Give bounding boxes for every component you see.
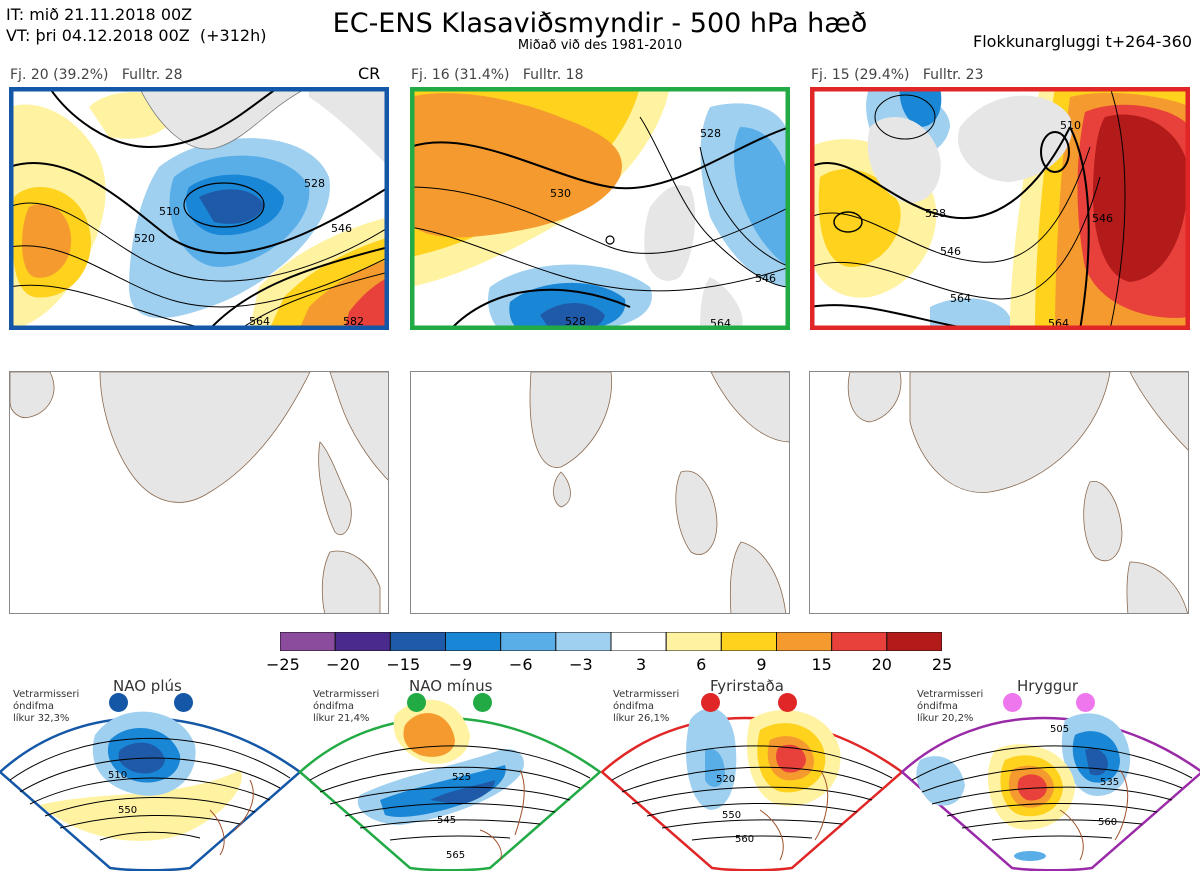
cluster-3-contour-label: 564 xyxy=(950,292,971,305)
regime-1-dot-left xyxy=(109,693,128,712)
colorbar-swatch xyxy=(665,631,722,652)
colorbar-swatch xyxy=(720,631,777,652)
regime-blocking-contour: 550 xyxy=(722,810,741,821)
cluster-2-label: Fj. 16 (31.4%) Fulltr. 18 xyxy=(411,67,584,83)
regime-nao-plus-contour: 550 xyxy=(118,805,137,816)
cluster-3-count: Fj. 15 (29.4%) xyxy=(811,67,910,83)
colorbar-swatch xyxy=(445,631,502,652)
cluster-2-member: Fulltr. 18 xyxy=(522,67,584,83)
colorbar-tick-label: 20 xyxy=(871,655,892,674)
cluster-3-contour-label: 546 xyxy=(940,245,961,258)
regime-nao-minus-contour: 525 xyxy=(452,772,471,783)
cluster-2-contour-label: 546 xyxy=(755,272,776,285)
regime-blocking-contour: 520 xyxy=(716,774,735,785)
colorbar-tick-label: 9 xyxy=(756,655,767,674)
cluster-2-count: Fj. 16 (31.4%) xyxy=(411,67,510,83)
cluster-1-member: Fulltr. 28 xyxy=(121,67,183,83)
regime-nao-minus: 525 545 565 xyxy=(298,699,603,872)
valid-time: VT: þri 04.12.2018 00Z (+312h) xyxy=(6,26,267,45)
cluster-2-contour-label: 528 xyxy=(565,315,586,328)
empty-map-1 xyxy=(9,371,389,614)
empty-map-3 xyxy=(809,371,1189,614)
regime-2-title: NAO mínus xyxy=(409,677,493,695)
cluster-1-count: Fj. 20 (39.2%) xyxy=(10,67,109,83)
regime-3-title: Fyrirstaða xyxy=(710,677,784,695)
cluster-1-contour-label: 582 xyxy=(343,315,364,328)
regime-nao-plus-contour: 510 xyxy=(108,770,127,781)
regime-4-dot-right xyxy=(1076,693,1095,712)
colorbar-tick-label: 6 xyxy=(696,655,707,674)
regime-1-dot-right xyxy=(174,693,193,712)
init-time: IT: mið 21.11.2018 00Z xyxy=(6,5,193,24)
page-subtitle: Miðað við des 1981-2010 xyxy=(517,38,683,53)
regime-1-note: Vetrarmisseri óndifma líkur 32,3% xyxy=(13,689,80,724)
colorbar-swatch xyxy=(610,631,667,652)
colorbar-tick-label: 25 xyxy=(931,655,953,674)
header-times: IT: mið 21.11.2018 00Z VT: þri 04.12.201… xyxy=(6,4,266,46)
colorbar-swatch xyxy=(389,631,446,652)
cluster-1-frame xyxy=(9,87,389,330)
colorbar-swatch xyxy=(334,631,391,652)
regime-blocking-contour: 560 xyxy=(735,834,754,845)
page-title: EC-ENS Klasaviðsmyndir - 500 hPa hæð xyxy=(332,8,868,39)
cluster-3-map: 510 528 546 564 564 546 xyxy=(810,87,1190,330)
colorbar-swatch xyxy=(555,631,612,652)
regime-2-dot-right xyxy=(473,693,492,712)
cluster-2-contour-label: 530 xyxy=(550,187,571,200)
regime-1-title: NAO plús xyxy=(113,677,182,695)
regime-nao-plus: 510 550 xyxy=(0,711,303,872)
cluster-3-contour-label: 510 xyxy=(1060,119,1081,132)
regime-2-dot-left xyxy=(407,693,426,712)
cluster-1-contour-label: 520 xyxy=(134,232,155,245)
cluster-1-tag: CR xyxy=(358,64,381,83)
cluster-2-frame xyxy=(410,87,790,330)
cluster-1-label: Fj. 20 (39.2%) Fulltr. 28 xyxy=(10,67,183,83)
regime-nao-minus-contour: 545 xyxy=(437,815,456,826)
cluster-3-frame xyxy=(810,87,1190,330)
colorbar-tick-label: −3 xyxy=(569,655,593,674)
regime-ridge-contour: 535 xyxy=(1100,777,1119,788)
cluster-1-contour-label: 564 xyxy=(249,315,270,328)
colorbar-tick-label: −25 xyxy=(266,655,300,674)
empty-map-2 xyxy=(410,371,790,614)
cluster-2-map: 528 530 528 546 564 xyxy=(410,87,790,330)
regime-nao-minus-contour: 565 xyxy=(446,850,465,861)
regime-blocking: 520 550 560 xyxy=(600,708,905,872)
colorbar-tick-label: 15 xyxy=(811,655,832,674)
regime-3-note: Vetrarmisseri óndifma líkur 26,1% xyxy=(613,689,680,724)
colorbar-tick-label: −6 xyxy=(508,655,533,674)
cluster-1-contour-label: 510 xyxy=(159,205,180,218)
colorbar-swatch xyxy=(279,631,336,652)
cluster-3-contour-label: 528 xyxy=(925,207,946,220)
regimes: 510 550 525 545 565 xyxy=(0,660,1200,872)
colorbar-swatch xyxy=(886,631,943,652)
regime-ridge-contour: 560 xyxy=(1098,817,1117,828)
colorbar-tick-label: 3 xyxy=(635,655,647,674)
regime-4-title: Hryggur xyxy=(1017,677,1079,695)
colorbar-swatch xyxy=(831,631,888,652)
regime-4-dot-left xyxy=(1003,693,1022,712)
cluster-3-contour-label: 546 xyxy=(1092,212,1113,225)
cluster-1-contour-label: 546 xyxy=(331,222,352,235)
colorbar xyxy=(279,631,943,652)
regime-4-note: Vetrarmisseri óndifma líkur 20,2% xyxy=(917,689,984,724)
cluster-2-contour-label: 528 xyxy=(700,127,721,140)
colorbar-swatch xyxy=(500,631,557,652)
regime-3-dot-right xyxy=(778,693,797,712)
regime-2-note: Vetrarmisseri óndifma líkur 21,4% xyxy=(313,689,380,724)
cluster-3-label: Fj. 15 (29.4%) Fulltr. 23 xyxy=(811,67,984,83)
colorbar-tick-label: −9 xyxy=(448,655,473,674)
regime-ridge-contour: 505 xyxy=(1050,724,1069,735)
regime-ridge: 505 535 560 xyxy=(900,713,1200,872)
colorbar-tick-label: −20 xyxy=(326,655,360,674)
cluster-1-contour-label: 528 xyxy=(304,177,325,190)
window-label: Flokkunargluggi t+264-360 xyxy=(973,32,1192,51)
colorbar-swatch xyxy=(776,631,833,652)
regime-3-dot-left xyxy=(701,693,720,712)
cluster-1-map: 510 528 520 546 564 582 xyxy=(9,87,389,330)
cluster-3-member: Fulltr. 23 xyxy=(922,67,984,83)
colorbar-tick-label: −15 xyxy=(386,655,421,674)
